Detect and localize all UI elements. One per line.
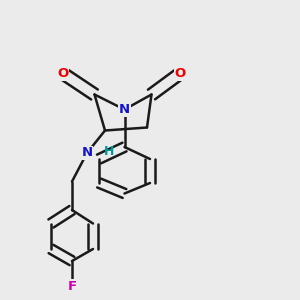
Text: O: O	[57, 67, 69, 80]
Text: F: F	[68, 280, 76, 293]
Text: N: N	[119, 103, 130, 116]
Text: H: H	[103, 145, 114, 158]
Text: N: N	[81, 146, 93, 160]
Text: O: O	[174, 67, 186, 80]
